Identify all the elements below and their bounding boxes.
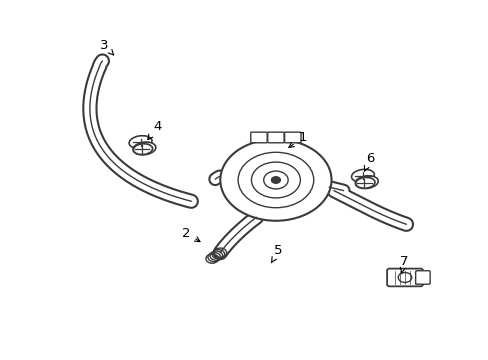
FancyBboxPatch shape	[386, 269, 422, 286]
Ellipse shape	[355, 176, 377, 189]
Ellipse shape	[133, 144, 152, 154]
Text: 7: 7	[399, 255, 407, 274]
FancyBboxPatch shape	[250, 132, 266, 143]
Ellipse shape	[133, 142, 156, 155]
Circle shape	[271, 177, 280, 183]
Ellipse shape	[351, 169, 374, 182]
FancyBboxPatch shape	[284, 132, 301, 143]
Text: 1: 1	[288, 131, 306, 148]
Text: 4: 4	[147, 120, 162, 140]
Text: 2: 2	[182, 227, 200, 242]
FancyBboxPatch shape	[267, 132, 284, 143]
Text: 6: 6	[364, 152, 374, 171]
Ellipse shape	[129, 136, 152, 148]
FancyBboxPatch shape	[415, 271, 429, 284]
Text: 5: 5	[271, 244, 282, 263]
Ellipse shape	[355, 177, 374, 188]
Circle shape	[220, 139, 331, 221]
Text: 3: 3	[100, 39, 113, 55]
